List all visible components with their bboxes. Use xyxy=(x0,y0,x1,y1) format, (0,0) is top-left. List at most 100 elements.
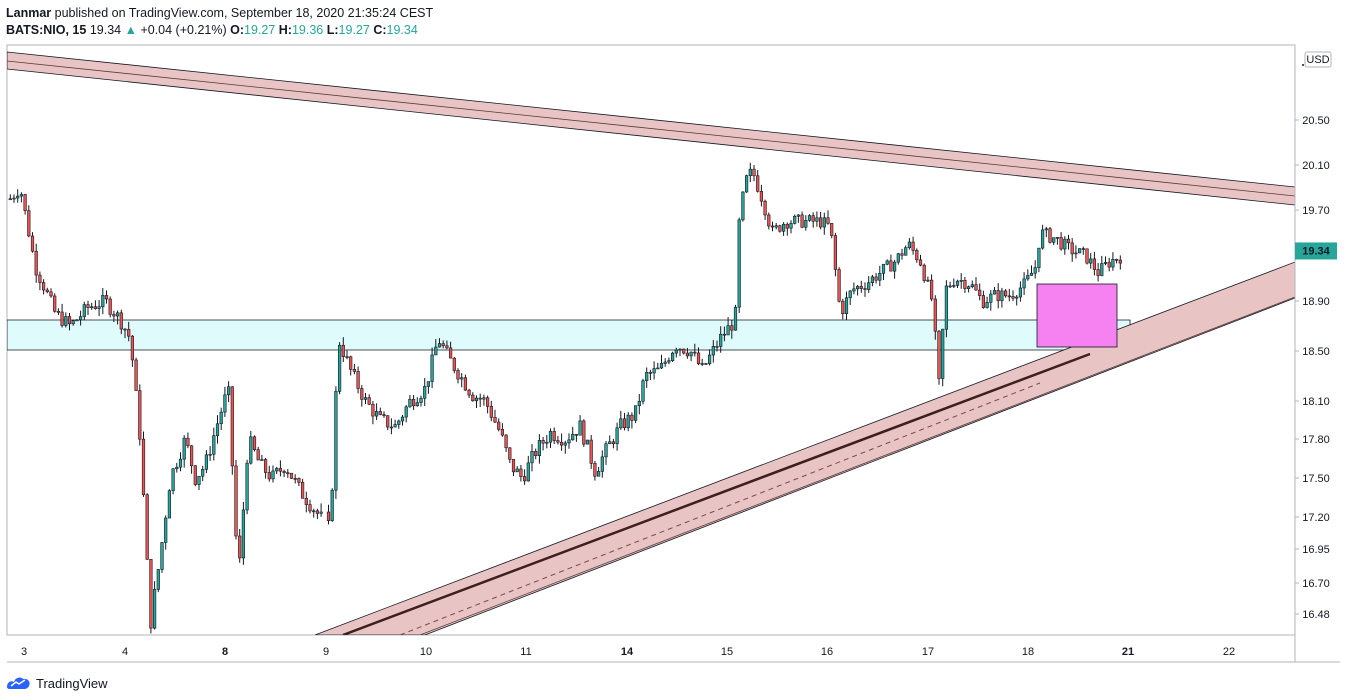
y-tick-label: 17.20 xyxy=(1302,512,1330,524)
candle-down xyxy=(556,440,560,443)
candle-down xyxy=(918,259,923,266)
candle-up xyxy=(389,426,394,429)
candle-down xyxy=(574,434,578,436)
candle-down xyxy=(278,468,283,472)
candle-down xyxy=(730,325,734,331)
ascending-channel[interactable] xyxy=(314,261,1295,635)
candle-up xyxy=(64,316,68,326)
candle-up xyxy=(774,225,778,228)
y-tick-label: 20.50 xyxy=(1302,115,1330,127)
candle-up xyxy=(164,517,168,543)
candle-down xyxy=(696,352,701,365)
candle-up xyxy=(12,197,16,200)
x-tick-label: 8 xyxy=(222,646,228,658)
candle-down xyxy=(833,235,837,270)
tradingview-logo-text[interactable]: TradingView xyxy=(36,675,108,691)
candle-down xyxy=(30,235,35,252)
candle-up xyxy=(1000,290,1004,302)
ascending-channel-midline xyxy=(419,296,1295,635)
candle-down xyxy=(534,451,538,457)
candle-up xyxy=(1055,237,1059,239)
candle-up xyxy=(848,290,852,299)
trend-line[interactable] xyxy=(342,352,1091,635)
candle-up xyxy=(97,306,101,309)
candle-up xyxy=(855,286,860,290)
tradingview-logo-icon[interactable] xyxy=(6,675,32,691)
support-zone[interactable] xyxy=(7,319,1131,351)
candle-down xyxy=(593,463,597,477)
candle-up xyxy=(633,405,638,421)
candle-down xyxy=(929,279,934,300)
y-tick-label: 16.95 xyxy=(1302,544,1330,556)
candle-down xyxy=(341,344,345,357)
candle-up xyxy=(663,361,667,364)
candle-up xyxy=(571,434,575,441)
candle-up xyxy=(153,589,157,629)
footer: TradingView xyxy=(6,673,108,693)
candle-up xyxy=(881,263,886,274)
candle-up xyxy=(171,468,175,491)
candle-up xyxy=(985,302,989,308)
candle-down xyxy=(1081,248,1085,250)
candle-down xyxy=(149,559,153,629)
candle-down xyxy=(93,306,97,309)
candle-up xyxy=(71,320,75,325)
candle-down xyxy=(1048,228,1052,243)
candle-up xyxy=(82,304,86,317)
candle-down xyxy=(300,482,305,499)
candle-down xyxy=(49,291,53,297)
candle-up xyxy=(896,253,900,263)
candle-up xyxy=(400,416,405,422)
x-tick-label: 17 xyxy=(922,646,934,658)
candle-up xyxy=(312,510,316,513)
currency-badge[interactable] xyxy=(1304,51,1332,68)
candle-up xyxy=(408,398,412,408)
candle-up xyxy=(271,470,275,480)
candle-down xyxy=(452,357,456,371)
candle-down xyxy=(263,459,268,473)
candle-up xyxy=(659,363,664,369)
candle-down xyxy=(963,280,967,289)
candle-down xyxy=(471,394,475,402)
candle-up xyxy=(79,316,83,321)
candle-down xyxy=(996,290,1000,302)
candle-down xyxy=(715,346,719,348)
x-tick-label: 15 xyxy=(721,646,733,658)
candle-down xyxy=(138,390,142,440)
candle-down xyxy=(282,470,286,473)
y-axis[interactable]: 20.50 20.10 19.70 18.90 18.50 18.10 17.80 17.50… xyxy=(1295,115,1330,621)
candle-down xyxy=(190,445,194,467)
symbol-label[interactable]: BATS:NIO, 15 xyxy=(6,23,87,37)
candle-down xyxy=(441,343,445,347)
candle-down xyxy=(493,417,497,423)
magenta-box[interactable] xyxy=(1036,283,1118,348)
candle-up xyxy=(212,435,216,455)
candle-down xyxy=(467,389,471,396)
candle-up xyxy=(1033,267,1037,274)
x-axis[interactable]: 3 4 8 9 10 11 14 15 16 17 18 21 22 xyxy=(21,646,1235,658)
candle-down xyxy=(830,223,834,236)
candle-up xyxy=(726,325,730,336)
candle-down xyxy=(489,406,493,418)
candle-down xyxy=(922,264,926,281)
candle-down xyxy=(800,214,804,228)
candle-down xyxy=(349,356,353,370)
candle-up xyxy=(667,360,671,363)
candle-down xyxy=(463,377,468,391)
author-name[interactable]: Lanmar xyxy=(6,6,52,20)
candle-up xyxy=(867,282,871,290)
candle-down xyxy=(508,447,512,460)
x-tick-label: 10 xyxy=(420,646,432,658)
candle-down xyxy=(293,478,297,480)
last-price-tag-text: 19.34 xyxy=(1302,245,1330,257)
candle-down xyxy=(38,274,42,283)
candle-up xyxy=(319,511,323,514)
candle-up xyxy=(737,219,741,308)
candle-down xyxy=(41,282,46,291)
descending-channel-midline xyxy=(7,60,1295,197)
candles-group xyxy=(8,162,1122,634)
candle-up xyxy=(637,400,641,406)
currency-label: USD xyxy=(1306,54,1329,66)
y-tick-label: 16.48 xyxy=(1302,609,1330,621)
